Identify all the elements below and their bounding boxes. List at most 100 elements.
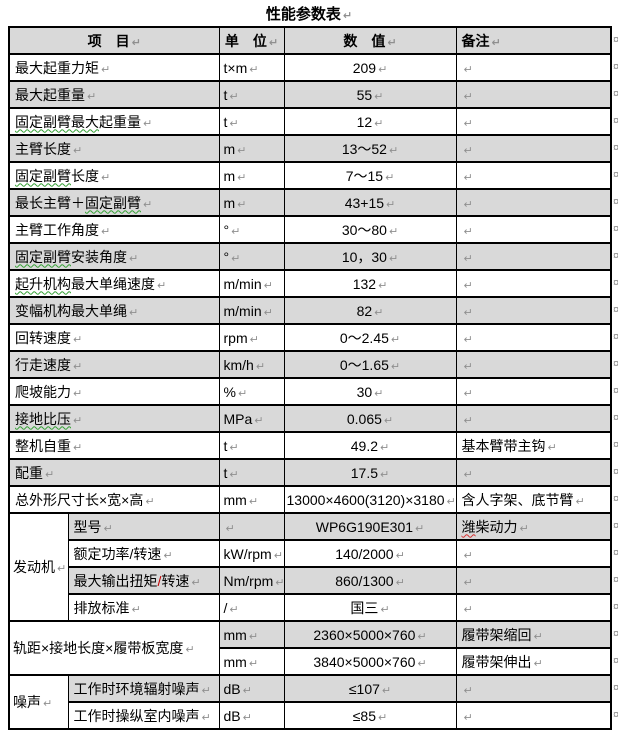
unit-cell: m ↵ bbox=[218, 134, 285, 163]
cell-text: 整机自重 bbox=[15, 437, 71, 454]
item-cell: 工作时环境辐射噪声 ↵ bbox=[67, 674, 220, 703]
value-cell: 82 ↵ bbox=[283, 296, 457, 325]
table-row: mm ↵ 3840×5000×760 ↵ 履带架伸出 ↵ bbox=[9, 647, 612, 676]
unit-cell: km/h ↵ bbox=[218, 350, 285, 379]
cell-text: t bbox=[223, 86, 228, 103]
cell-text: 固定副臂最大 bbox=[15, 113, 99, 130]
pilcrow-mark: ↵ bbox=[463, 603, 473, 616]
value-cell: 2360×5000×760 ↵ bbox=[283, 620, 457, 649]
pilcrow-mark: ↵ bbox=[463, 306, 473, 319]
table-row: 主臂长度 ↵ m ↵ 13～52 ↵ ↵ bbox=[8, 134, 612, 163]
cell-text: 变幅机构最大单绳 bbox=[15, 302, 127, 319]
value-cell: 13000×4600(3120)×3180 ↵ bbox=[283, 485, 457, 514]
pilcrow-mark: ↵ bbox=[87, 90, 97, 103]
value-cell: 132 ↵ bbox=[283, 269, 457, 298]
pilcrow-mark: ↵ bbox=[131, 603, 141, 616]
item-cell: 回转速度 ↵ bbox=[8, 323, 220, 352]
item-cell: 工作时操纵室内噪声 ↵ bbox=[67, 701, 220, 730]
pilcrow-mark: ↵ bbox=[383, 414, 394, 427]
row-end-mark: ¤ bbox=[612, 87, 618, 100]
cell-text: 履带架伸出 bbox=[461, 653, 532, 670]
pilcrow-mark: ↵ bbox=[374, 90, 384, 103]
pilcrow-mark: ↵ bbox=[390, 333, 401, 346]
pilcrow-mark: ↵ bbox=[225, 522, 235, 535]
cell-text: t bbox=[223, 437, 228, 454]
value-cell: 7～15 ↵ bbox=[283, 161, 457, 190]
unit-cell: t ↵ bbox=[218, 431, 285, 460]
pilcrow-mark: ↵ bbox=[131, 36, 141, 49]
pilcrow-mark: ↵ bbox=[463, 171, 473, 184]
unit-cell: dB ↵ bbox=[218, 701, 285, 730]
item-cell: 配重 ↵ bbox=[8, 458, 220, 487]
pilcrow-mark: ↵ bbox=[533, 630, 543, 643]
cell-text: / bbox=[223, 599, 228, 616]
cell-text: 13～52 bbox=[341, 140, 387, 157]
value-cell: ≤85 ↵ bbox=[283, 701, 457, 730]
pilcrow-mark: ↵ bbox=[191, 576, 201, 589]
row-end-mark: ¤ bbox=[612, 384, 618, 397]
pilcrow-mark: ↵ bbox=[73, 387, 83, 400]
pilcrow-mark: ↵ bbox=[463, 117, 473, 130]
unit-cell: m/min ↵ bbox=[218, 269, 285, 298]
table-row: 额定功率/转速 ↵ kW/rpm ↵ 140/2000 ↵ ↵ bbox=[9, 539, 612, 568]
cell-text: 噪声 bbox=[13, 694, 41, 710]
group-label-cell: 轨距×接地长度×履带板宽度 ↵ bbox=[8, 620, 220, 676]
unit-cell: MPa ↵ bbox=[218, 404, 285, 433]
cell-text: 轨距×接地长度×履带板宽度 bbox=[13, 640, 184, 656]
item-cell: 最大起重力矩 ↵ bbox=[8, 53, 220, 82]
pilcrow-mark: ↵ bbox=[248, 495, 259, 508]
unit-cell: ° ↵ bbox=[218, 215, 285, 244]
row-end-mark: ¤ bbox=[612, 303, 618, 316]
item-cell: 固定副臂最大起重量 ↵ bbox=[8, 107, 220, 136]
cell-text: 柴动力 bbox=[475, 518, 518, 535]
unit-cell: t ↵ bbox=[218, 107, 285, 136]
pilcrow-mark: ↵ bbox=[229, 117, 239, 130]
pilcrow-mark: ↵ bbox=[231, 225, 241, 238]
pilcrow-mark: ↵ bbox=[101, 225, 111, 238]
value-cell: 3840×5000×760 ↵ bbox=[283, 647, 457, 676]
pilcrow-mark: ↵ bbox=[380, 441, 390, 454]
pilcrow-mark: ↵ bbox=[201, 684, 211, 697]
row-end-mark: ¤ bbox=[612, 60, 618, 73]
value-cell: 0～2.45 ↵ bbox=[283, 323, 457, 352]
unit-cell: mm ↵ bbox=[218, 647, 285, 676]
cell-text: m bbox=[223, 140, 236, 157]
cell-text: dB bbox=[223, 707, 241, 724]
pilcrow-mark: ↵ bbox=[101, 171, 111, 184]
pilcrow-mark: ↵ bbox=[163, 549, 173, 562]
cell-text: 转速 bbox=[161, 572, 190, 589]
pilcrow-mark: ↵ bbox=[231, 252, 241, 265]
remark-cell: ↵ bbox=[455, 323, 612, 352]
cell-text: 7～15 bbox=[345, 167, 384, 184]
pilcrow-mark: ↵ bbox=[57, 563, 67, 575]
value-cell: 国三 ↵ bbox=[283, 593, 457, 622]
row-end-mark: ¤ bbox=[612, 276, 618, 289]
cell-text: Nm/rpm bbox=[223, 572, 274, 589]
value-cell: 13～52 ↵ bbox=[283, 134, 457, 163]
cell-text: 固定副臂 bbox=[15, 248, 71, 265]
cell-text: 13000×4600(3120)×3180 bbox=[286, 491, 445, 508]
unit-cell: ↵ bbox=[218, 512, 285, 541]
unit-cell: t×m ↵ bbox=[218, 53, 285, 82]
item-cell: 爬坡能力 ↵ bbox=[8, 377, 220, 406]
cell-text: 固定副臂 bbox=[85, 194, 141, 211]
cell-text: m/min bbox=[223, 302, 262, 319]
pilcrow-mark: ↵ bbox=[185, 644, 195, 656]
cell-text: 43+15 bbox=[344, 194, 385, 211]
row-end-mark: ¤ bbox=[612, 438, 618, 451]
pilcrow-mark: ↵ bbox=[242, 684, 252, 697]
remark-cell: ↵ bbox=[455, 701, 612, 730]
pilcrow-mark: ↵ bbox=[415, 522, 425, 535]
table-body: 最大起重力矩 ↵ t×m ↵ 209 ↵ ↵ 最大起重量 ↵ t ↵ 55 ↵ ↵ 固定副臂最大起重量 ↵ t ↵… bbox=[8, 53, 612, 730]
cell-text: m bbox=[223, 194, 236, 211]
pilcrow-mark: ↵ bbox=[387, 36, 397, 49]
cell-text: 最大起重力矩 bbox=[15, 59, 99, 76]
remark-cell: ↵ bbox=[455, 161, 612, 190]
remark-cell: ↵ bbox=[455, 458, 612, 487]
remark-cell: ↵ bbox=[455, 107, 612, 136]
pilcrow-mark: ↵ bbox=[463, 387, 473, 400]
remark-cell: ↵ bbox=[455, 269, 612, 298]
row-end-mark: ¤ bbox=[612, 600, 618, 613]
cell-text: 12 bbox=[356, 113, 373, 130]
cell-text: mm bbox=[223, 653, 247, 670]
